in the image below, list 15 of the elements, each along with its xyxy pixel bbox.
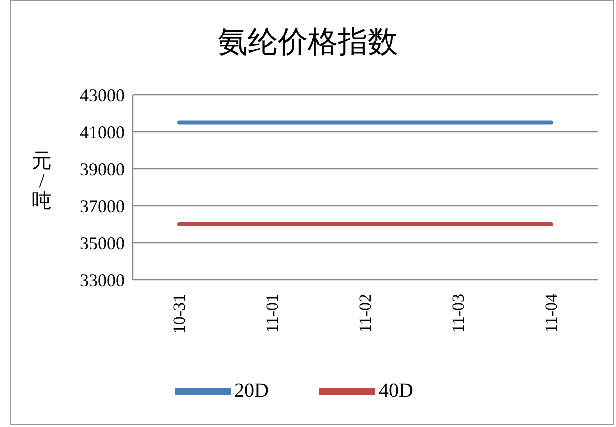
y-tick-label: 39000 [80, 159, 125, 180]
x-tick-label: 11-04 [542, 294, 561, 334]
y-tick-label: 33000 [80, 270, 125, 290]
legend-label: 40D [379, 380, 414, 402]
chart-title: 氨纶价格指数 [217, 25, 399, 61]
x-tick-label: 11-03 [449, 294, 468, 334]
y-tick-label: 43000 [80, 85, 125, 106]
y-tick-label: 37000 [80, 196, 125, 216]
x-tick-label: 11-01 [263, 294, 282, 334]
y-axis-title: 元/吨 [32, 150, 52, 212]
y-tick-label: 41000 [80, 122, 125, 142]
x-tick-label: 11-02 [356, 294, 375, 334]
legend-label: 20D [234, 380, 269, 402]
y-tick-label: 35000 [80, 233, 125, 254]
x-tick-label: 10-31 [170, 294, 189, 334]
